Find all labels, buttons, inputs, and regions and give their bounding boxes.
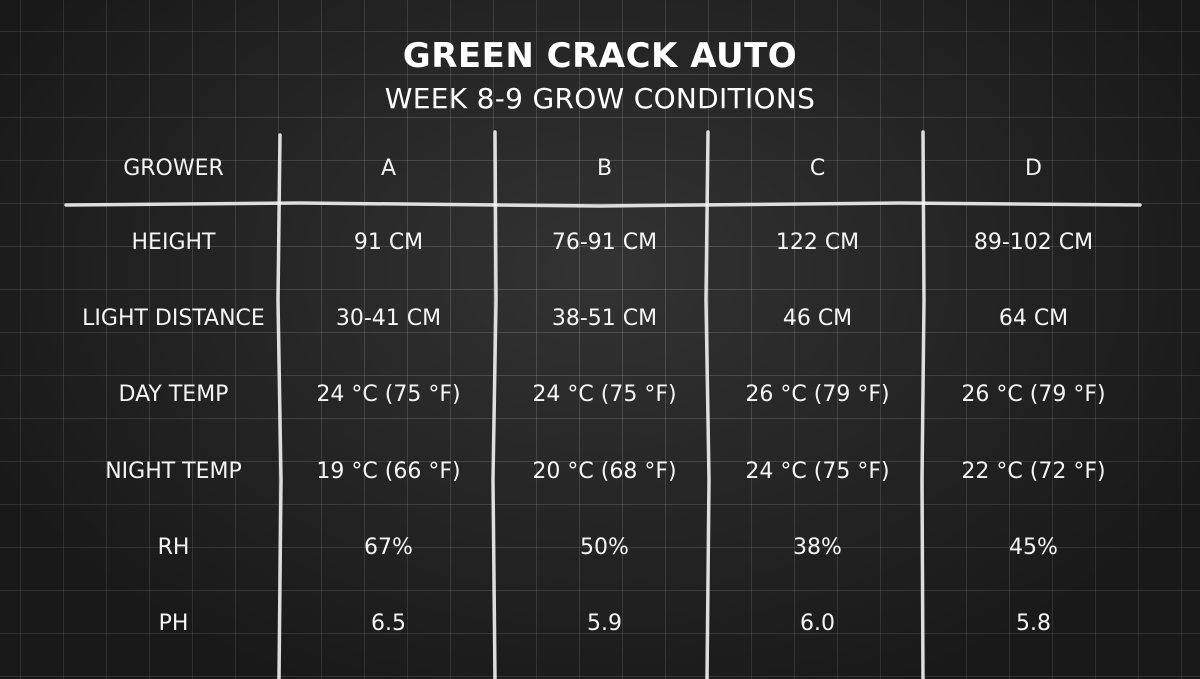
cell-value: 122 CM (775, 230, 860, 255)
cell-value: 24 °C (75 °F) (745, 458, 890, 484)
cell-value: 67% (364, 534, 413, 560)
title: GREEN CRACK AUTO (402, 36, 798, 76)
row-label: PH (158, 611, 189, 636)
cell-value: 91 CM (353, 230, 424, 255)
cell-value: 24 °C (75 °F) (316, 382, 461, 408)
cell-value: 22 °C (72 °F) (961, 458, 1106, 484)
cell-value: 6.5 (371, 611, 406, 636)
cell-value: 26 °C (79 °F) (961, 382, 1106, 408)
row-label: NIGHT TEMP (105, 458, 242, 484)
column-divider (920, 130, 926, 679)
column-header: D (1025, 156, 1042, 181)
column-divider (491, 130, 498, 679)
row-label: RH (157, 534, 190, 560)
row-label: HEIGHT (131, 230, 216, 255)
cell-value: 26 °C (79 °F) (745, 382, 890, 408)
column-divider (704, 130, 711, 679)
row-label: DAY TEMP (118, 382, 229, 408)
column-header: B (596, 156, 613, 181)
column-header: GROWER (123, 156, 224, 181)
cell-value: 20 °C (68 °F) (532, 458, 677, 484)
header-rule (64, 201, 1142, 208)
row-label: LIGHT DISTANCE (82, 306, 265, 332)
cell-value: 6.0 (800, 611, 835, 636)
cell-value: 5.9 (587, 611, 622, 636)
cell-value: 38% (793, 534, 842, 560)
cell-value: 38-51 CM (551, 306, 658, 332)
cell-value: 45% (1009, 534, 1058, 560)
column-header: A (380, 156, 397, 181)
cell-value: 30-41 CM (335, 306, 442, 332)
cell-value: 50% (580, 534, 629, 560)
cell-value: 76-91 CM (551, 230, 658, 255)
column-header: C (809, 156, 826, 181)
cell-value: 5.8 (1016, 611, 1051, 636)
column-divider (276, 133, 283, 679)
cell-value: 46 CM (782, 306, 853, 332)
subtitle: WEEK 8-9 GROW CONDITIONS (384, 82, 816, 115)
cell-value: 24 °C (75 °F) (532, 382, 677, 408)
cell-value: 89-102 CM (973, 230, 1094, 255)
cell-value: 19 °C (66 °F) (316, 458, 461, 484)
cell-value: 64 CM (998, 306, 1069, 332)
